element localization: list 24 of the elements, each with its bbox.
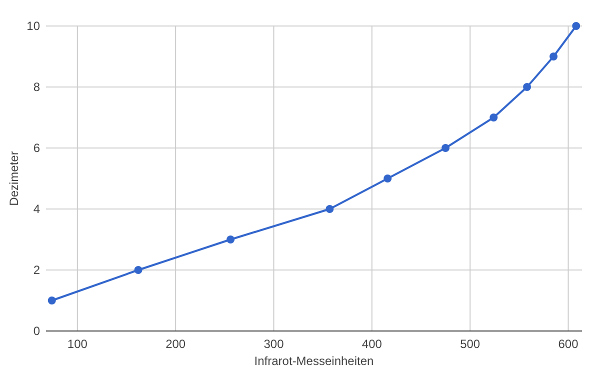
x-tick-label: 100	[67, 337, 88, 351]
x-tick-label: 200	[166, 337, 186, 351]
y-tick-label: 2	[33, 263, 40, 277]
point	[572, 22, 580, 30]
y-tick-label: 0	[33, 324, 40, 338]
point	[48, 296, 56, 304]
x-tick-label: 500	[460, 337, 480, 351]
x-tick-label: 600	[558, 337, 579, 351]
y-axis-title: Dezimeter	[7, 151, 21, 206]
point	[490, 114, 498, 122]
y-tick-label: 10	[26, 19, 40, 33]
y-tick-label: 4	[33, 202, 40, 216]
point	[550, 52, 558, 60]
point	[523, 83, 532, 91]
point	[326, 205, 334, 213]
point	[134, 266, 142, 274]
x-axis-title: Infrarot-Messeinheiten	[254, 354, 374, 368]
x-tick-label: 300	[264, 337, 284, 351]
x-tick-label: 400	[362, 337, 382, 351]
point	[226, 236, 235, 244]
point	[384, 174, 392, 182]
y-tick-label: 6	[33, 141, 40, 155]
y-tick-label: 8	[33, 80, 40, 94]
point	[442, 144, 450, 152]
